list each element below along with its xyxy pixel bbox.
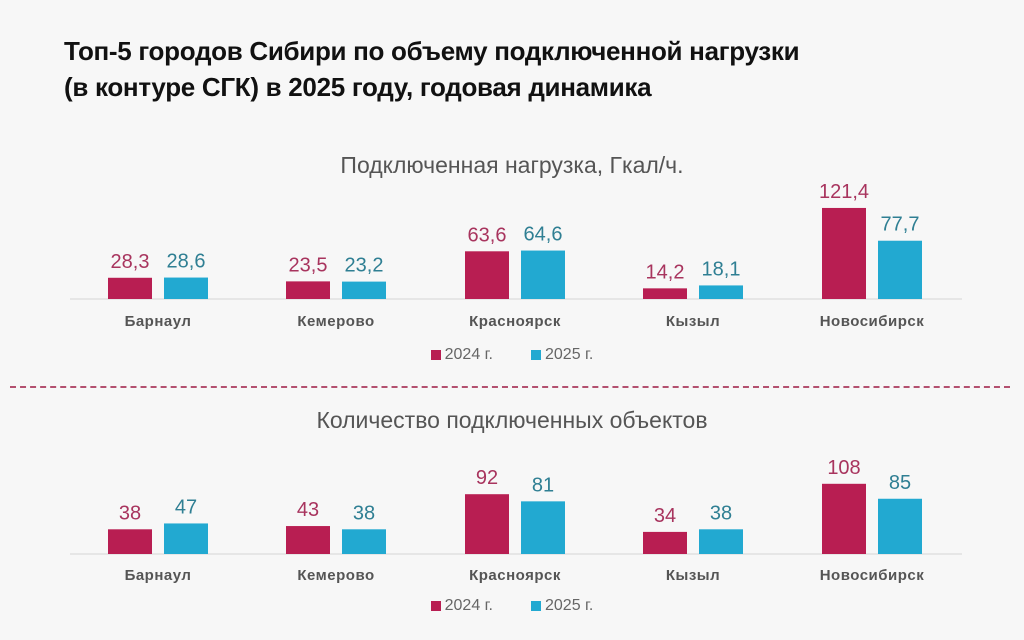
category-label-3: Кызыл bbox=[666, 313, 720, 330]
value-label-2025-1: 23,2 bbox=[345, 255, 384, 277]
bar-2024-0 bbox=[108, 529, 152, 554]
value-label-2025-3: 38 bbox=[710, 502, 732, 524]
category-label-1: Кемерово bbox=[297, 313, 374, 330]
value-label-2025-4: 85 bbox=[889, 472, 911, 494]
bar-2024-2 bbox=[465, 251, 509, 299]
legend-swatch-2025 bbox=[531, 350, 541, 360]
category-label-4: Новосибирск bbox=[820, 567, 925, 584]
category-label-2: Красноярск bbox=[469, 567, 561, 584]
bar-2025-2 bbox=[521, 250, 565, 299]
value-label-2024-3: 14,2 bbox=[646, 261, 685, 283]
bar-2025-4 bbox=[878, 240, 922, 299]
chart-1-load: 28,3 28,6 Барнаул 23,5 23,2 Кемерово 63,6 64,6 К… bbox=[70, 181, 962, 330]
chart-2-title: Количество подключенных объектов bbox=[316, 407, 708, 433]
bar-2025-0 bbox=[164, 277, 208, 299]
bar-2024-1 bbox=[286, 281, 330, 299]
title-line-2: (в контуре СГК) в 2025 году, годовая дин… bbox=[64, 72, 652, 102]
legend-swatch-2024 bbox=[430, 350, 441, 360]
bar-2025-0 bbox=[164, 523, 208, 554]
legend-label-2025: 2025 г. bbox=[545, 346, 594, 363]
legend-label-2024: 2024 г. bbox=[444, 597, 493, 614]
legend-label-2024: 2024 г. bbox=[444, 346, 493, 363]
legend-label-2025: 2025 г. bbox=[545, 597, 594, 614]
bar-2024-3 bbox=[643, 531, 687, 554]
chart-1-title: Подключенная нагрузка, Гкал/ч. bbox=[340, 152, 684, 178]
bar-2025-3 bbox=[699, 529, 743, 554]
value-label-2025-2: 81 bbox=[532, 474, 554, 496]
value-label-2024-2: 63,6 bbox=[468, 224, 507, 246]
section-divider bbox=[10, 386, 1010, 388]
legend-item-2024: 2024 г. bbox=[430, 346, 493, 364]
value-label-2025-3: 18,1 bbox=[702, 258, 741, 280]
bar-2025-4 bbox=[878, 498, 922, 554]
value-label-2024-3: 34 bbox=[654, 505, 676, 527]
legend-item-2025: 2025 г. bbox=[531, 597, 593, 615]
bar-2025-1 bbox=[342, 529, 386, 554]
value-label-2025-0: 47 bbox=[175, 496, 197, 518]
chart-2-objects: 38 47 Барнаул 43 38 Кемерово 92 81 Красноярск 34 3… bbox=[70, 457, 962, 584]
legend-swatch-2024 bbox=[430, 601, 441, 611]
category-label-2: Красноярск bbox=[469, 313, 561, 330]
value-label-2025-1: 38 bbox=[353, 502, 375, 524]
value-label-2024-4: 108 bbox=[827, 457, 860, 479]
legend-item-2024: 2024 г. bbox=[430, 597, 493, 615]
bar-2024-1 bbox=[286, 526, 330, 554]
legend-item-2025: 2025 г. bbox=[531, 346, 593, 364]
title-line-1: Топ-5 городов Сибири по объему подключен… bbox=[64, 36, 800, 66]
value-label-2025-0: 28,6 bbox=[167, 251, 206, 273]
bar-2024-4 bbox=[822, 483, 866, 554]
value-label-2025-2: 64,6 bbox=[524, 224, 563, 246]
value-label-2024-0: 38 bbox=[119, 502, 141, 524]
bar-2024-4 bbox=[822, 207, 866, 299]
category-label-1: Кемерово bbox=[297, 567, 374, 584]
bar-2024-2 bbox=[465, 494, 509, 554]
legend-swatch-2025 bbox=[531, 601, 541, 611]
bar-2024-3 bbox=[643, 288, 687, 299]
bar-2024-0 bbox=[108, 277, 152, 299]
category-label-4: Новосибирск bbox=[820, 313, 925, 330]
value-label-2024-2: 92 bbox=[476, 467, 498, 489]
value-label-2024-1: 23,5 bbox=[289, 254, 328, 276]
value-label-2024-0: 28,3 bbox=[111, 251, 150, 273]
value-label-2025-4: 77,7 bbox=[881, 214, 920, 236]
bar-2025-2 bbox=[521, 501, 565, 554]
value-label-2024-1: 43 bbox=[297, 499, 319, 521]
value-label-2024-4: 121,4 bbox=[819, 181, 869, 203]
chart-1-legend: 2024 г. 2025 г. bbox=[0, 346, 1024, 364]
chart-2-legend: 2024 г. 2025 г. bbox=[0, 597, 1024, 615]
category-label-0: Барнаул bbox=[125, 567, 192, 584]
category-label-3: Кызыл bbox=[666, 567, 720, 584]
page-title: Топ-5 городов Сибири по объему подключен… bbox=[64, 33, 800, 105]
category-label-0: Барнаул bbox=[125, 313, 192, 330]
bar-2025-1 bbox=[342, 281, 386, 299]
bar-2025-3 bbox=[699, 285, 743, 299]
